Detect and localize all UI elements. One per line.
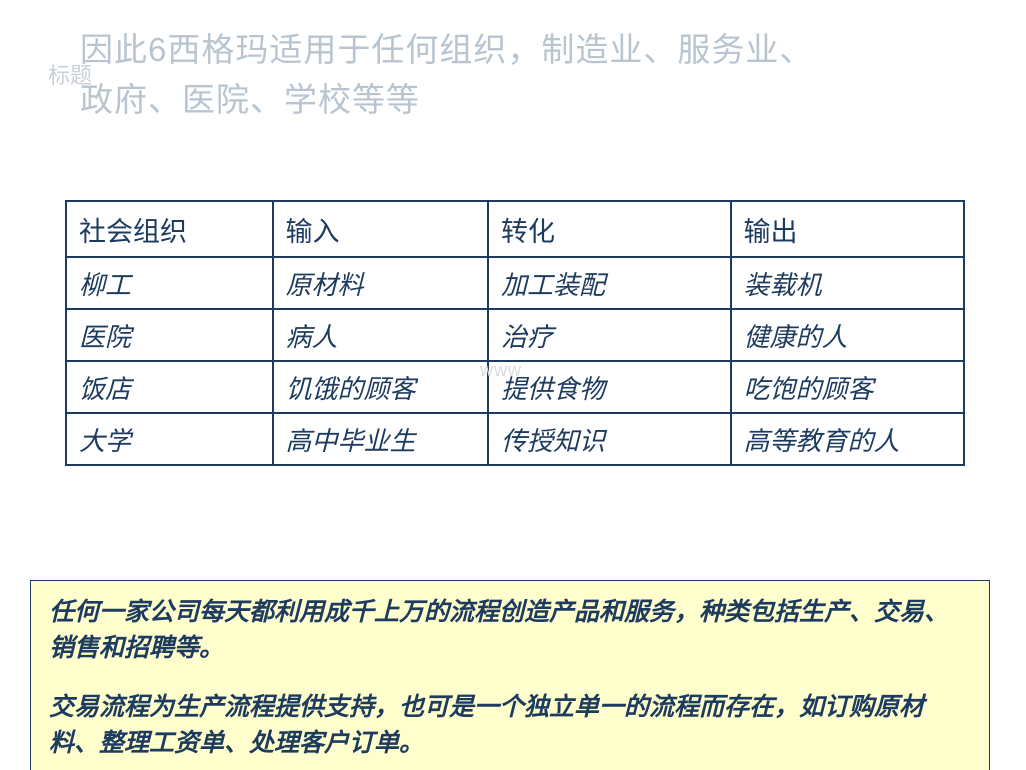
cell: 装载机: [731, 257, 965, 309]
cell: 健康的人: [731, 309, 965, 361]
table-row: 医院 病人 治疗 健康的人: [66, 309, 964, 361]
col-header-output: 输出: [731, 201, 965, 257]
col-header-trans: 转化: [488, 201, 730, 257]
cell: 传授知识: [488, 413, 730, 465]
table-header-row: 社会组织 输入 转化 输出: [66, 201, 964, 257]
title-line-2: 政府、医院、学校等等: [80, 81, 420, 118]
note-paragraph-2: 交易流程为生产流程提供支持，也可是一个独立单一的流程而存在，如订购原材料、整理工…: [49, 690, 971, 763]
col-header-input: 输入: [273, 201, 489, 257]
table-row: 柳工 原材料 加工装配 装载机: [66, 257, 964, 309]
table-row: 饭店 饥饿的顾客 提供食物 吃饱的顾客: [66, 361, 964, 413]
cell: 治疗: [488, 309, 730, 361]
cell: 高等教育的人: [731, 413, 965, 465]
table-row: 大学 高中毕业生 传授知识 高等教育的人: [66, 413, 964, 465]
cell: 原材料: [273, 257, 489, 309]
cell: 病人: [273, 309, 489, 361]
slide: 因此6西格玛适用于任何组织，制造业、服务业、 政府、医院、学校等等 标题 社会组…: [0, 0, 1026, 770]
organization-table: 社会组织 输入 转化 输出 柳工 原材料 加工装配 装载机 医院 病人 治疗 健: [65, 200, 965, 466]
cell: 加工装配: [488, 257, 730, 309]
notes-box: 任何一家公司每天都利用成千上万的流程创造产品和服务，种类包括生产、交易、销售和招…: [30, 580, 990, 770]
col-header-org: 社会组织: [66, 201, 273, 257]
cell: 吃饱的顾客: [731, 361, 965, 413]
cell: 柳工: [66, 257, 273, 309]
cell: 饭店: [66, 361, 273, 413]
organization-table-wrapper: 社会组织 输入 转化 输出 柳工 原材料 加工装配 装载机 医院 病人 治疗 健: [65, 200, 965, 466]
cell: 提供食物: [488, 361, 730, 413]
cell: 医院: [66, 309, 273, 361]
cell: 饥饿的顾客: [273, 361, 489, 413]
note-paragraph-1: 任何一家公司每天都利用成千上万的流程创造产品和服务，种类包括生产、交易、销售和招…: [49, 595, 971, 668]
slide-title: 因此6西格玛适用于任何组织，制造业、服务业、 政府、医院、学校等等: [80, 25, 960, 124]
cell: 高中毕业生: [273, 413, 489, 465]
title-line-1: 因此6西格玛适用于任何组织，制造业、服务业、: [80, 31, 813, 68]
cell: 大学: [66, 413, 273, 465]
title-placeholder-label: 标题: [48, 58, 92, 90]
